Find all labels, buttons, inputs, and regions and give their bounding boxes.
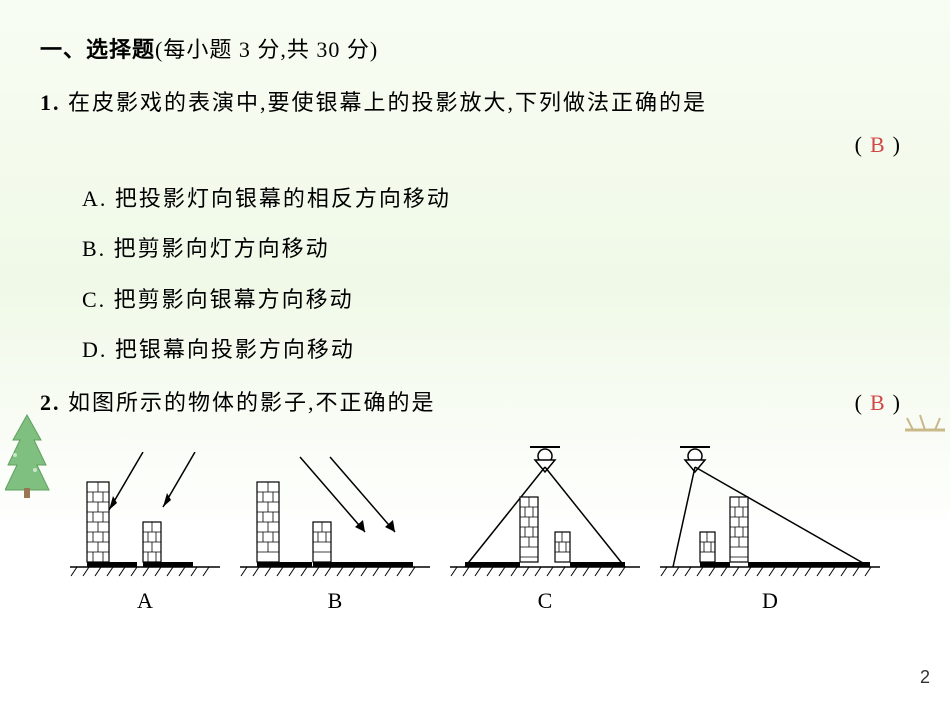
figure-b-label: B	[235, 588, 435, 614]
bg-tree-right-icon	[905, 400, 945, 460]
figure-c: C	[445, 442, 645, 614]
page-number: 2	[920, 667, 930, 688]
section-subheading: (每小题 3 分,共 30 分)	[155, 37, 378, 62]
figure-d-label: D	[655, 588, 885, 614]
q1-stem: 在皮影戏的表演中,要使银幕上的投影放大,下列做法正确的是	[68, 90, 707, 115]
section-heading: 一、选择题	[40, 37, 155, 62]
q2-answer: B	[862, 390, 893, 415]
q1-answer-group: (B)	[855, 124, 900, 166]
section-title: 一、选择题(每小题 3 分,共 30 分)	[40, 32, 910, 64]
paren-open: (	[855, 132, 862, 157]
q2: 2. 如图所示的物体的影子,不正确的是 (B)	[40, 382, 910, 424]
q1-option-c: C. 把剪影向银幕方向移动	[82, 275, 910, 326]
q1: 1. 在皮影戏的表演中,要使银幕上的投影放大,下列做法正确的是 (B)	[40, 82, 910, 166]
q1-answer: B	[862, 132, 893, 157]
paren-open: (	[855, 390, 862, 415]
paren-close: )	[893, 132, 900, 157]
q1-option-d: D. 把银幕向投影方向移动	[82, 325, 910, 376]
figure-b: B	[235, 452, 435, 614]
q1-option-b: B. 把剪影向灯方向移动	[82, 224, 910, 275]
q1-options: A. 把投影灯向银幕的相反方向移动 B. 把剪影向灯方向移动 C. 把剪影向银幕…	[82, 174, 910, 376]
q2-stem: 如图所示的物体的影子,不正确的是	[68, 390, 436, 415]
q2-number: 2.	[40, 390, 61, 415]
q1-option-a: A. 把投影灯向银幕的相反方向移动	[82, 174, 910, 225]
figure-d: D	[655, 442, 885, 614]
figure-a: A	[65, 452, 225, 614]
paren-close: )	[893, 390, 900, 415]
q2-answer-group: (B)	[855, 382, 900, 424]
q2-figures: A	[40, 442, 910, 614]
q1-number: 1.	[40, 90, 61, 115]
figure-c-label: C	[445, 588, 645, 614]
content-area: 一、选择题(每小题 3 分,共 30 分) 1. 在皮影戏的表演中,要使银幕上的…	[40, 32, 910, 614]
figure-a-label: A	[65, 588, 225, 614]
